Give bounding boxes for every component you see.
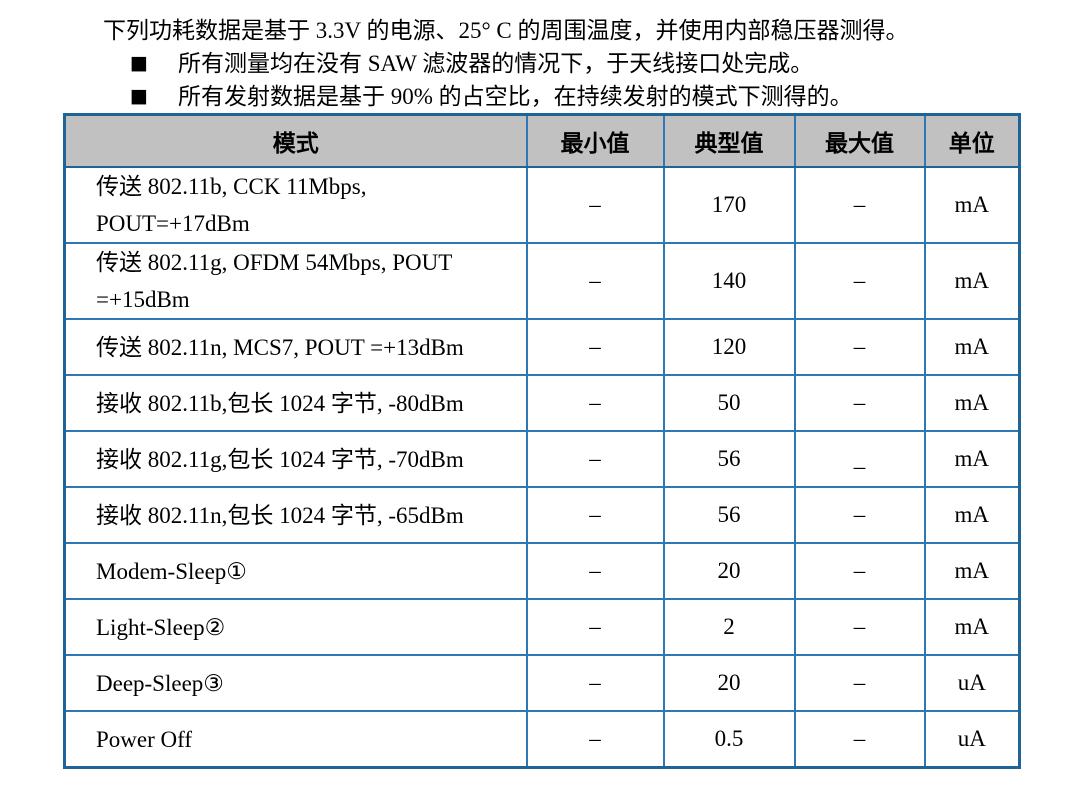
- cell-typical: 120: [662, 318, 796, 376]
- cell-min: –: [525, 166, 665, 244]
- cell-mode: 接收 802.11n,包长 1024 字节, -65dBm: [63, 486, 528, 544]
- bullet-item-2: ■ 所有发射数据是基于 90% 的占空比，在持续发射的模式下测得的。: [130, 80, 1080, 113]
- cell-mode: Power Off: [63, 710, 528, 769]
- cell-min: –: [525, 318, 665, 376]
- power-consumption-table: 模式 最小值 典型值 最大值 单位 传送 802.11b, CCK 11Mbps…: [63, 113, 1021, 769]
- bullet-text: 所有发射数据是基于 90% 的占空比，在持续发射的模式下测得的。: [177, 84, 853, 109]
- table-row: 接收 802.11g,包长 1024 字节, -70dBm – 56 _ mA: [63, 430, 1021, 488]
- cell-max: –: [793, 486, 926, 544]
- cell-max: –: [793, 374, 926, 432]
- cell-typical: 140: [662, 242, 796, 320]
- cell-unit: mA: [923, 166, 1021, 244]
- cell-mode: 接收 802.11b,包长 1024 字节, -80dBm: [63, 374, 528, 432]
- cell-mode: Light-Sleep②: [63, 598, 528, 656]
- bullet-text: 所有测量均在没有 SAW 滤波器的情况下，于天线接口处完成。: [177, 51, 814, 76]
- cell-min: –: [525, 654, 665, 712]
- cell-max: –: [793, 242, 926, 320]
- cell-typical: 20: [662, 654, 796, 712]
- cell-unit: mA: [923, 542, 1021, 600]
- cell-mode: 接收 802.11g,包长 1024 字节, -70dBm: [63, 430, 528, 488]
- cell-unit: mA: [923, 598, 1021, 656]
- cell-min: –: [525, 242, 665, 320]
- cell-typical: 50: [662, 374, 796, 432]
- cell-max: _: [793, 430, 926, 488]
- cell-min: –: [525, 374, 665, 432]
- table-row: Light-Sleep② – 2 – mA: [63, 598, 1021, 656]
- table-row: 传送 802.11b, CCK 11Mbps, POUT=+17dBm – 17…: [63, 166, 1021, 244]
- cell-mode: 传送 802.11b, CCK 11Mbps, POUT=+17dBm: [63, 166, 528, 244]
- table-row: Modem-Sleep① – 20 – mA: [63, 542, 1021, 600]
- col-header-min: 最小值: [525, 113, 665, 168]
- cell-min: –: [525, 598, 665, 656]
- col-header-unit: 单位: [923, 113, 1021, 168]
- cell-unit: mA: [923, 486, 1021, 544]
- table-row: 传送 802.11g, OFDM 54Mbps, POUT =+15dBm – …: [63, 242, 1021, 320]
- cell-typical: 20: [662, 542, 796, 600]
- cell-mode: 传送 802.11g, OFDM 54Mbps, POUT =+15dBm: [63, 242, 528, 320]
- cell-mode: Deep-Sleep③: [63, 654, 528, 712]
- cell-typical: 2: [662, 598, 796, 656]
- cell-typical: 0.5: [662, 710, 796, 769]
- bullet-square-icon: ■: [130, 52, 148, 74]
- cell-unit: uA: [923, 710, 1021, 769]
- cell-unit: uA: [923, 654, 1021, 712]
- col-header-max: 最大值: [793, 113, 926, 168]
- table-row: Power Off – 0.5 – uA: [63, 710, 1021, 769]
- intro-text: 下列功耗数据是基于 3.3V 的电源、25° C 的周围温度，并使用内部稳压器测…: [103, 18, 909, 43]
- cell-typical: 170: [662, 166, 796, 244]
- cell-max: –: [793, 654, 926, 712]
- col-header-mode: 模式: [63, 113, 528, 168]
- cell-mode: 传送 802.11n, MCS7, POUT =+13dBm: [63, 318, 528, 376]
- cell-min: –: [525, 710, 665, 769]
- cell-unit: mA: [923, 242, 1021, 320]
- table-row: 接收 802.11n,包长 1024 字节, -65dBm – 56 – mA: [63, 486, 1021, 544]
- cell-unit: mA: [923, 430, 1021, 488]
- cell-typical: 56: [662, 486, 796, 544]
- cell-min: –: [525, 542, 665, 600]
- bullet-item-1: ■ 所有测量均在没有 SAW 滤波器的情况下，于天线接口处完成。: [130, 47, 1080, 80]
- bullet-square-icon: ■: [130, 85, 148, 107]
- table-header-row: 模式 最小值 典型值 最大值 单位: [63, 113, 1021, 168]
- table-row: 接收 802.11b,包长 1024 字节, -80dBm – 50 – mA: [63, 374, 1021, 432]
- cell-unit: mA: [923, 318, 1021, 376]
- cell-typical: 56: [662, 430, 796, 488]
- cell-min: –: [525, 486, 665, 544]
- cell-max: –: [793, 166, 926, 244]
- table-row: Deep-Sleep③ – 20 – uA: [63, 654, 1021, 712]
- table-row: 传送 802.11n, MCS7, POUT =+13dBm – 120 – m…: [63, 318, 1021, 376]
- cell-max: –: [793, 318, 926, 376]
- col-header-typical: 典型值: [662, 113, 796, 168]
- cell-mode: Modem-Sleep①: [63, 542, 528, 600]
- cell-max: –: [793, 710, 926, 769]
- cell-unit: mA: [923, 374, 1021, 432]
- cell-min: –: [525, 430, 665, 488]
- cell-max: –: [793, 542, 926, 600]
- cell-max: –: [793, 598, 926, 656]
